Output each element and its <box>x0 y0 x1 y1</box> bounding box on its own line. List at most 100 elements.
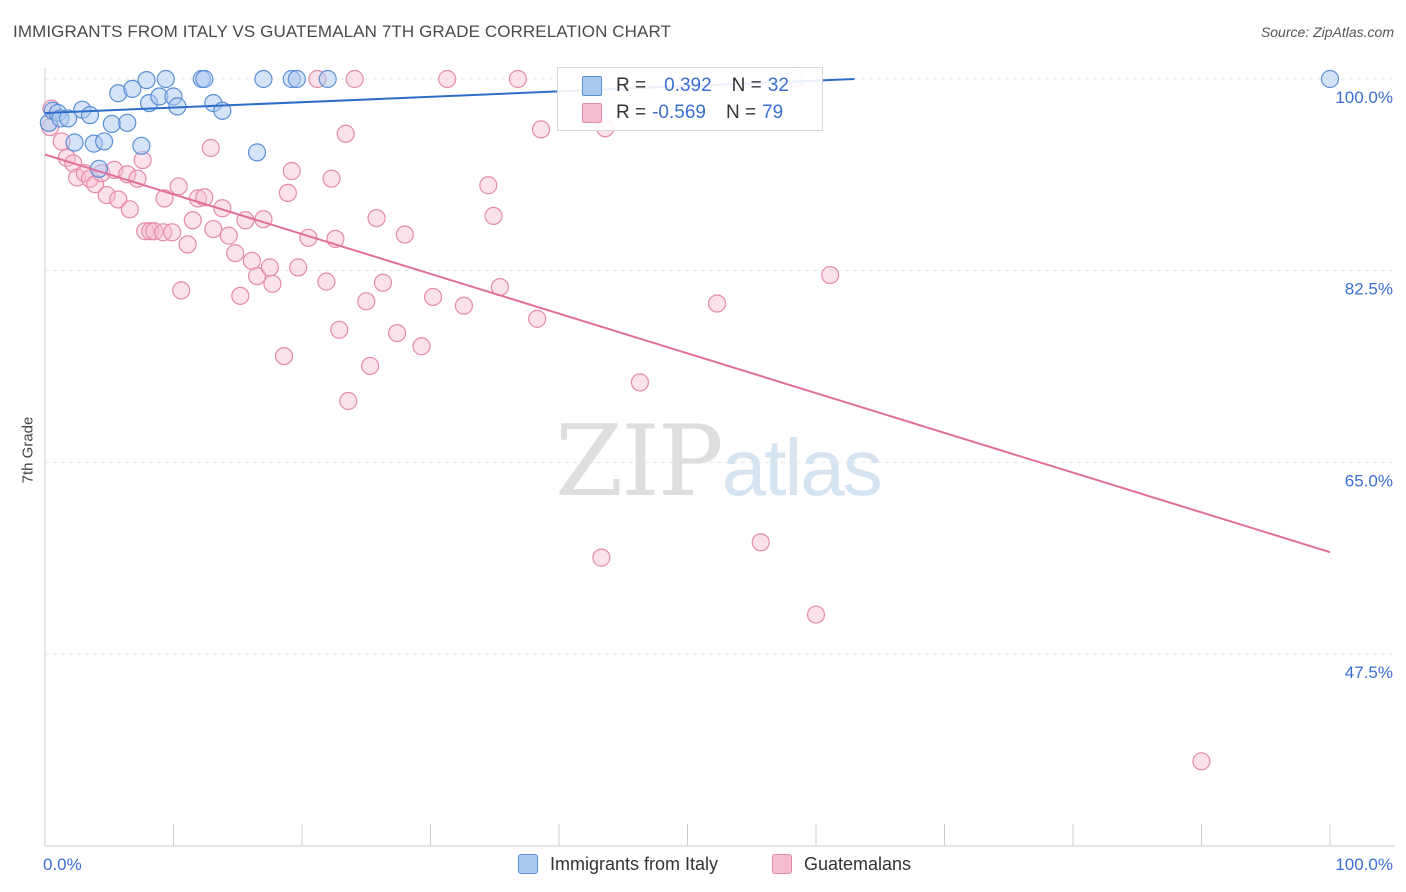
legend-swatch-pink <box>582 103 602 123</box>
guatemalans-point <box>163 223 182 242</box>
y-tick-label: 65.0% <box>1345 471 1393 490</box>
guatemalans-point <box>260 258 279 277</box>
legend-swatch-blue <box>518 854 538 874</box>
guatemalans-point <box>317 272 336 291</box>
watermark: ZIPatlas <box>555 405 883 519</box>
x-tick-label: 0.0% <box>43 855 82 874</box>
legend-n-value: 79 <box>762 102 784 123</box>
guatemalans-point <box>254 210 273 229</box>
guatemalans-point <box>289 258 308 277</box>
guatemalans-point <box>141 222 160 241</box>
guatemalans-point <box>282 161 301 181</box>
bottom-legend-guatemalans[interactable]: Guatemalans <box>772 852 911 876</box>
guatemalans-point <box>357 292 376 311</box>
legend-r-label: R = <box>616 75 647 96</box>
y-tick-label: 47.5% <box>1345 663 1393 682</box>
legend-n-label: N = <box>731 75 762 96</box>
guatemalans-point <box>231 286 250 305</box>
guatemalans-point <box>247 267 267 286</box>
italy-point <box>318 69 337 89</box>
guatemalans-point <box>373 273 393 292</box>
italy-point <box>65 133 84 152</box>
guatemalans-point <box>508 69 527 89</box>
guatemalans-point <box>751 533 770 552</box>
legend-row-italy: R = 0.392 N = 32 <box>582 74 789 98</box>
guatemalans-point <box>155 189 174 208</box>
watermark-zip: ZIP <box>555 405 724 519</box>
guatemalans-point <box>169 177 188 196</box>
watermark-atlas: atlas <box>721 423 883 512</box>
guatemalans-point <box>528 309 547 328</box>
guatemalans-point <box>345 69 364 89</box>
italy-points <box>39 69 1340 178</box>
stats-legend: R = 0.392 N = 32 R = -0.569 N = 79 <box>557 67 823 131</box>
y-tick-label: 82.5% <box>1345 280 1393 299</box>
guatemalans-point <box>274 346 294 366</box>
tick-labels: 100.0% 82.5% 65.0% 47.5% 0.0% 100.0% <box>43 88 1393 874</box>
guatemalans-point <box>204 219 223 239</box>
guatemalans-point <box>339 391 358 411</box>
guatemalans-point <box>423 287 443 307</box>
guatemalans-point <box>109 190 128 209</box>
guatemalans-point <box>412 337 431 356</box>
guatemalans-point <box>120 200 139 219</box>
axes <box>44 68 1395 847</box>
guatemalans-point <box>201 138 220 158</box>
italy-point <box>254 69 273 89</box>
guatemalans-point <box>97 185 116 205</box>
italy-point <box>156 69 175 89</box>
guatemalans-point <box>263 274 282 293</box>
italy-point <box>80 106 100 125</box>
italy-point <box>102 114 121 134</box>
guatemalans-point <box>336 124 355 143</box>
guatemalans-point <box>531 120 551 139</box>
guatemalans-point <box>821 265 840 285</box>
y-axis-label: 7th Grade <box>19 416 37 484</box>
guatemalans-point <box>178 235 197 254</box>
legend-n-value: 32 <box>767 75 789 96</box>
guatemalans-point <box>484 206 503 226</box>
guatemalans-point <box>330 320 349 339</box>
guatemalans-point <box>707 294 727 313</box>
guatemalans-point <box>226 244 245 263</box>
legend-r-value: 0.392 <box>664 75 712 96</box>
italy-point <box>95 132 114 151</box>
guatemalans-point <box>454 296 474 315</box>
legend-label-guatemalans: Guatemalans <box>804 853 912 874</box>
chart-title: IMMIGRANTS FROM ITALY VS GUATEMALAN 7TH … <box>13 22 672 41</box>
guatemalans-point <box>322 169 341 188</box>
guatemalans-point <box>172 281 191 300</box>
italy-point <box>132 136 151 155</box>
guatemalans-point <box>213 199 232 218</box>
italy-point <box>195 69 214 89</box>
guatemalans-point <box>806 605 826 624</box>
italy-point <box>137 70 156 90</box>
bottom-legend-italy[interactable]: Immigrants from Italy <box>518 852 718 876</box>
legend-label-italy: Immigrants from Italy <box>550 853 719 874</box>
guatemalans-trend-line <box>44 153 1331 554</box>
guatemalans-point <box>219 226 238 245</box>
legend-r-label: R = <box>616 102 647 123</box>
guatemalans-point <box>361 356 380 376</box>
guatemalans-point <box>242 251 261 270</box>
legend-n-label: N = <box>725 102 757 123</box>
guatemalans-point <box>479 176 498 195</box>
guatemalans-point <box>278 183 297 203</box>
guatemalans-point <box>1192 752 1211 771</box>
guatemalans-point <box>438 69 457 89</box>
guatemalans-point <box>183 211 202 230</box>
guatemalans-point <box>630 373 650 392</box>
legend-swatch-blue <box>582 76 602 96</box>
italy-point <box>59 109 78 128</box>
legend-swatch-pink <box>772 854 792 874</box>
y-tick-label: 100.0% <box>1335 88 1393 107</box>
legend-r-value: -0.569 <box>652 102 706 123</box>
guatemalans-point <box>387 323 407 343</box>
italy-point <box>123 79 142 98</box>
italy-point <box>1320 69 1340 89</box>
legend-row-guatemalans: R = -0.569 N = 79 <box>582 101 783 125</box>
guatemalans-point <box>592 548 611 567</box>
italy-point <box>287 69 306 89</box>
source-label: Source: ZipAtlas.com <box>1260 24 1394 40</box>
